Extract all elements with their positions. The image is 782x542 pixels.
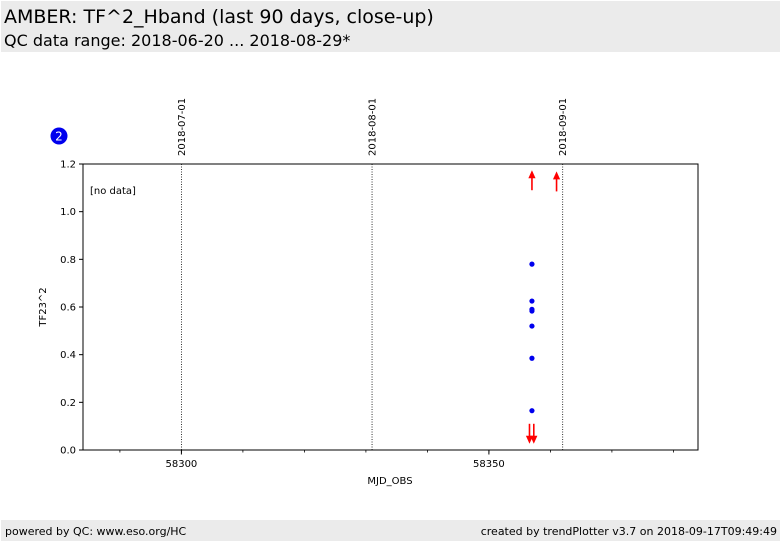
y-tick-label: 0.2 <box>60 398 76 409</box>
panel-number-label: 2 <box>55 130 63 144</box>
y-tick-label: 0.8 <box>60 255 76 266</box>
page-title: AMBER: TF^2_Hband (last 90 days, close-u… <box>4 6 434 28</box>
y-tick-label: 1.0 <box>60 207 76 218</box>
panel-number-badge: 2 <box>50 127 68 145</box>
plot-frame <box>82 163 699 451</box>
x-tick-label: 58350 <box>473 459 505 470</box>
y-tick-label: 0.6 <box>60 303 76 314</box>
y-tick-label: 1.2 <box>60 160 76 171</box>
data-point <box>529 298 535 304</box>
outlier-up-arrow-head <box>528 170 536 179</box>
no-data-label: [no data] <box>90 186 136 197</box>
header-panel: AMBER: TF^2_Hband (last 90 days, close-u… <box>1 1 780 52</box>
data-point <box>529 408 535 414</box>
y-tick-label: 0.4 <box>60 350 76 361</box>
y-axis-label: TF23^2 <box>38 287 49 327</box>
y-tick-label: 0.0 <box>60 446 76 457</box>
data-point <box>529 261 535 267</box>
x-axis-label: MJD_OBS <box>367 476 412 487</box>
data-point <box>529 355 535 361</box>
outlier-up-arrow-head <box>552 171 561 180</box>
footer-created-by: created by trendPlotter v3.7 on 2018-09-… <box>480 525 777 538</box>
footer-panel: powered by QC: www.eso.org/HC created by… <box>1 520 780 541</box>
data-point <box>529 308 535 314</box>
date-marker-label: 2018-07-01 <box>177 98 188 156</box>
footer-powered-by: powered by QC: www.eso.org/HC <box>5 525 187 538</box>
data-point <box>529 323 535 329</box>
page-subtitle: QC data range: 2018-06-20 ... 2018-08-29… <box>4 31 351 50</box>
date-marker-label: 2018-09-01 <box>558 98 569 156</box>
x-tick-label: 58300 <box>165 459 197 470</box>
outlier-down-arrow-head <box>530 435 538 444</box>
date-marker-label: 2018-08-01 <box>368 98 379 156</box>
